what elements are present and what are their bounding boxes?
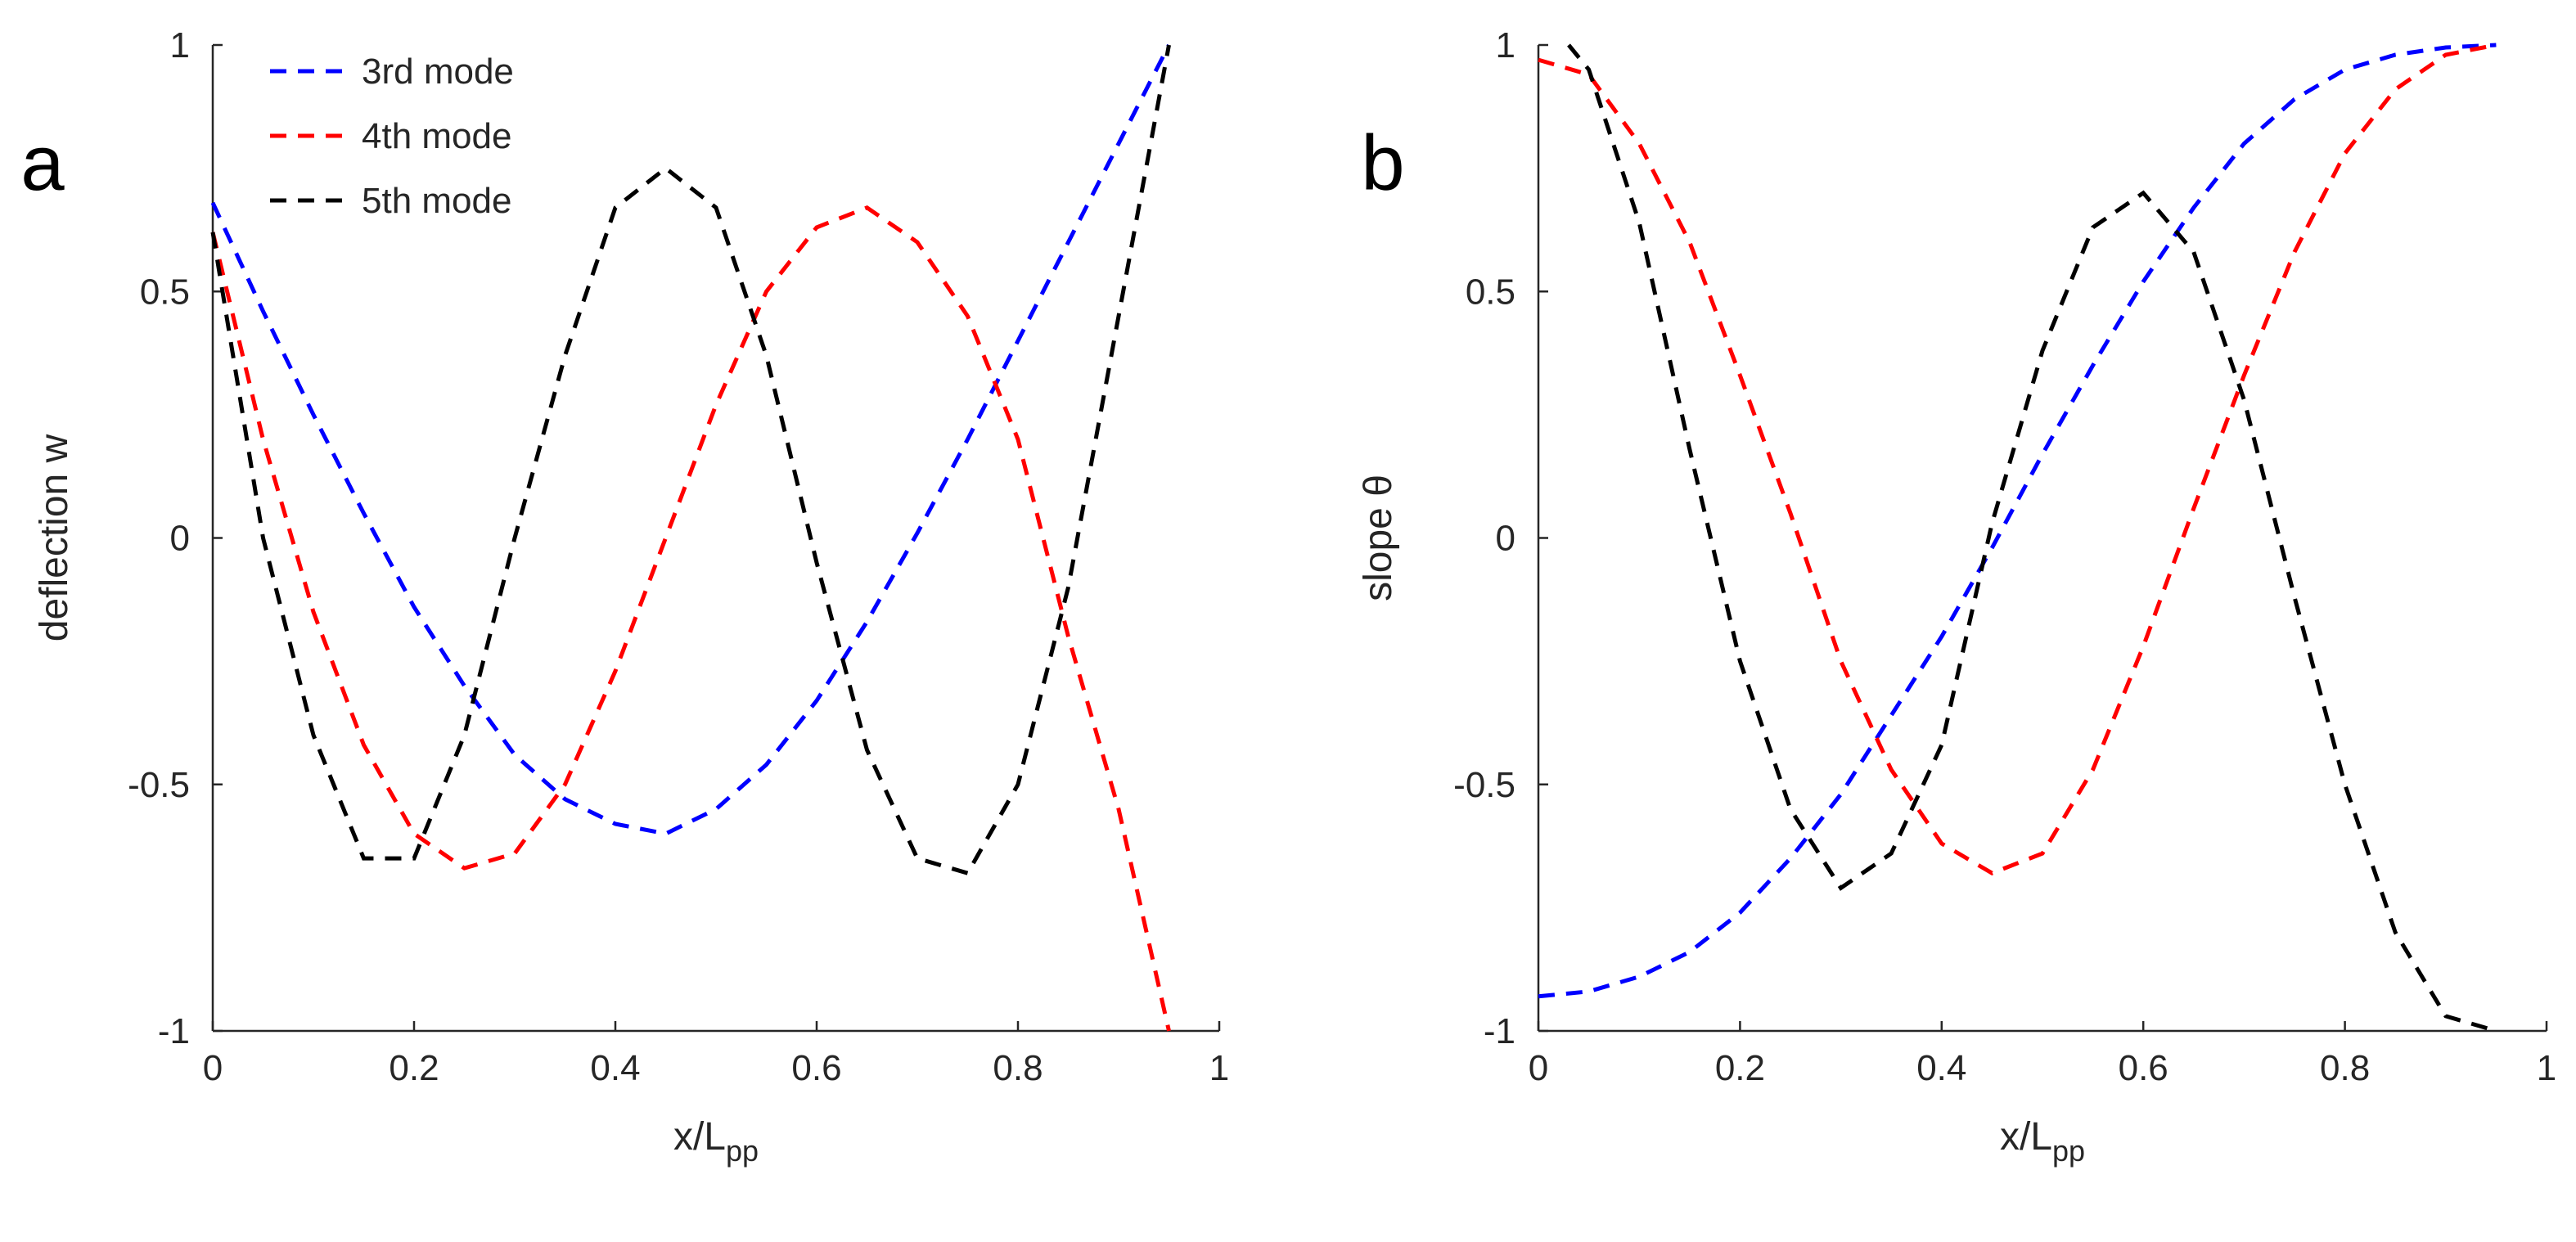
x-tick-label: 0 (203, 1048, 223, 1088)
series-line-4th-mode (210, 205, 1171, 1032)
y-tick-label: 1 (1496, 25, 1515, 65)
y-axis-label: slope θ (1357, 475, 1400, 601)
y-tick-label: 0.5 (140, 272, 190, 312)
series-line-3rd-mode (1538, 43, 2497, 999)
panel-b: b 0 0.2 0.4 0.6 0.8 1 -1 -0.5 0 0.5 1 x/Lpp slope θ (1357, 25, 2556, 1168)
x-tick-label: 1 (1209, 1048, 1229, 1088)
x-axis-label: x/Lpp (673, 1115, 759, 1168)
x-tick-label: 1 (2537, 1048, 2556, 1088)
panel-b-letter: b (1361, 119, 1404, 207)
panel-a-letter: a (20, 119, 65, 207)
x-tick-label: 0.6 (2119, 1048, 2168, 1088)
x-tick-label: 0.8 (2320, 1048, 2370, 1088)
x-tick-label: 0 (1529, 1048, 1548, 1088)
x-tick-label: 0.4 (1916, 1048, 1966, 1088)
series-line-3rd-mode (210, 43, 1171, 836)
y-tick-label: 0 (1496, 519, 1515, 559)
legend-entry: 3rd mode (362, 52, 514, 92)
series-line-5th-mode (210, 44, 1171, 876)
x-axis-label: x/Lpp (2000, 1115, 2085, 1168)
panel-a: a 0 0.2 0.4 0.6 0.8 1 -1 -0.5 0 0.5 1 x/Lpp deflecti… (20, 25, 1229, 1168)
y-tick-label: 1 (170, 25, 190, 65)
x-tick-label: 0.4 (590, 1048, 640, 1088)
x-tick-label: 0.2 (389, 1048, 439, 1088)
y-axis-label: deflection w (33, 434, 76, 641)
series-line-4th-mode (1538, 43, 2497, 875)
y-tick-label: -1 (158, 1011, 190, 1051)
legend-entry: 5th mode (362, 181, 511, 221)
legend-entry: 4th mode (362, 116, 511, 156)
x-tick-label: 0.8 (993, 1048, 1043, 1088)
y-tick-label: -1 (1484, 1011, 1515, 1051)
series-line-5th-mode (1567, 43, 2497, 1033)
x-tick-label: 0.6 (791, 1048, 841, 1088)
y-tick-label: 0.5 (1466, 272, 1515, 312)
y-tick-label: -0.5 (128, 765, 190, 805)
y-tick-label: 0 (170, 519, 190, 559)
y-tick-label: -0.5 (1453, 765, 1515, 805)
x-tick-label: 0.2 (1715, 1048, 1765, 1088)
